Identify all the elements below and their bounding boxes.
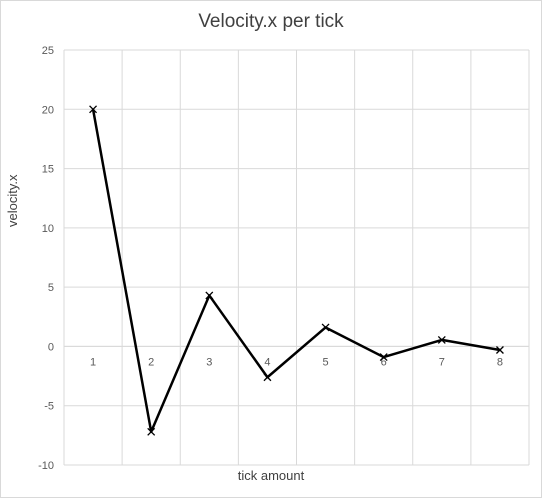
- series-line: [91, 109, 501, 434]
- data-point-marker: [147, 427, 156, 436]
- x-tick-label: 2: [148, 356, 154, 368]
- data-point-marker: [437, 335, 446, 344]
- y-tick-label: 0: [48, 341, 54, 353]
- x-tick-label: 6: [381, 356, 387, 368]
- y-tick-label: 10: [42, 223, 54, 235]
- x-tick-label: 1: [90, 356, 96, 368]
- y-tick-label: 15: [42, 164, 54, 176]
- data-point-marker: [321, 323, 330, 332]
- data-point-marker: [495, 346, 504, 354]
- data-point-marker: [89, 105, 98, 114]
- y-axis-title: velocity.x: [5, 174, 20, 228]
- y-tick-label: 5: [48, 282, 54, 294]
- x-axis-title: tick amount: [237, 468, 305, 483]
- y-tick-label: -10: [38, 460, 54, 472]
- x-tick-label: 4: [264, 356, 270, 368]
- x-tick-label: 8: [497, 356, 503, 368]
- x-tick-label: 5: [323, 356, 329, 368]
- x-tick-label: 3: [206, 356, 212, 368]
- y-tick-label: -5: [44, 401, 54, 413]
- data-point-marker: [263, 373, 272, 382]
- data-point-marker: [205, 291, 214, 300]
- x-tick-label: 7: [439, 356, 445, 368]
- y-tick-label: 20: [42, 104, 54, 116]
- chart-title: Velocity.x per tick: [198, 11, 344, 32]
- y-tick-label: 25: [42, 45, 54, 57]
- data-point-marker: [379, 353, 388, 362]
